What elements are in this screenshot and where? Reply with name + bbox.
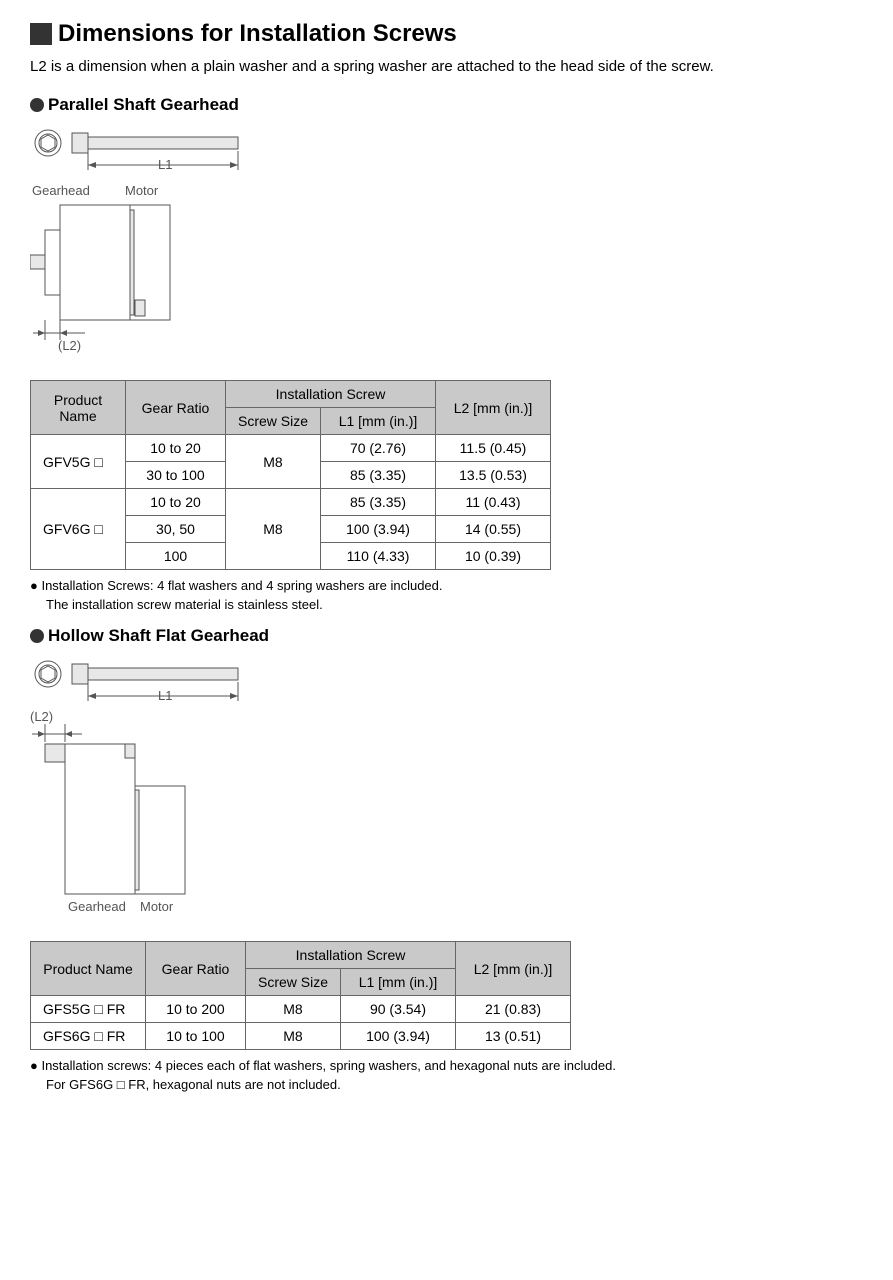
title-circle-icon <box>30 98 44 112</box>
col-l2: L2 [mm (in.)] <box>436 381 551 435</box>
title-circle-icon <box>30 629 44 643</box>
col-screw-size: Screw Size <box>226 408 321 435</box>
svg-text:Gearhead: Gearhead <box>68 899 126 914</box>
main-title-text: Dimensions for Installation Screws <box>58 20 457 48</box>
table-row: GFV6G □ 10 to 20 M8 85 (3.35) 11 (0.43) <box>31 489 551 516</box>
section2-note2: For GFS6G □ FR, hexagonal nuts are not i… <box>30 1077 863 1092</box>
col-screw-size: Screw Size <box>246 969 341 996</box>
col-install-screw: Installation Screw <box>246 942 456 969</box>
svg-text:Motor: Motor <box>125 183 159 198</box>
section1-table: Product Name Gear Ratio Installation Scr… <box>30 380 551 570</box>
section2-diagram: L1 (L2) Gearhead Motor <box>30 656 863 929</box>
svg-text:(L2): (L2) <box>58 338 81 353</box>
section2-note1: Installation screws: 4 pieces each of fl… <box>30 1058 863 1073</box>
col-l1: L1 [mm (in.)] <box>321 408 436 435</box>
section2-title: Hollow Shaft Flat Gearhead <box>30 626 863 646</box>
col-product-name: Product Name <box>31 942 146 996</box>
col-gear-ratio: Gear Ratio <box>146 942 246 996</box>
col-install-screw: Installation Screw <box>226 381 436 408</box>
section1-note2: The installation screw material is stain… <box>30 597 863 612</box>
col-product-name: Product Name <box>31 381 126 435</box>
section2-title-text: Hollow Shaft Flat Gearhead <box>48 626 269 646</box>
col-l1: L1 [mm (in.)] <box>341 969 456 996</box>
svg-text:(L2): (L2) <box>30 709 53 724</box>
section1-title-text: Parallel Shaft Gearhead <box>48 95 239 115</box>
section1-diagram: L1 Gearhead Motor (L2) <box>30 125 863 368</box>
svg-text:L1: L1 <box>158 688 172 703</box>
svg-text:L1: L1 <box>158 157 172 172</box>
section2-table: Product Name Gear Ratio Installation Scr… <box>30 941 571 1050</box>
col-gear-ratio: Gear Ratio <box>126 381 226 435</box>
title-square-icon <box>30 23 52 45</box>
section1-note1: Installation Screws: 4 flat washers and … <box>30 578 863 593</box>
table-row: GFS6G □ FR 10 to 100 M8 100 (3.94) 13 (0… <box>31 1023 571 1050</box>
description: L2 is a dimension when a plain washer an… <box>30 58 863 75</box>
table-row: GFS5G □ FR 10 to 200 M8 90 (3.54) 21 (0.… <box>31 996 571 1023</box>
svg-text:Gearhead: Gearhead <box>32 183 90 198</box>
main-title: Dimensions for Installation Screws <box>30 20 863 48</box>
svg-text:Motor: Motor <box>140 899 174 914</box>
section1-title: Parallel Shaft Gearhead <box>30 95 863 115</box>
table-row: GFV5G □ 10 to 20 M8 70 (2.76) 11.5 (0.45… <box>31 435 551 462</box>
col-l2: L2 [mm (in.)] <box>456 942 571 996</box>
